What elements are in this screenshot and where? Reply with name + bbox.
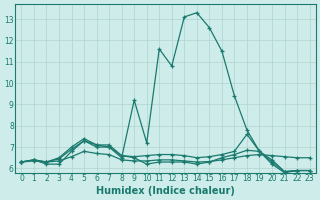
X-axis label: Humidex (Indice chaleur): Humidex (Indice chaleur) [96, 186, 235, 196]
